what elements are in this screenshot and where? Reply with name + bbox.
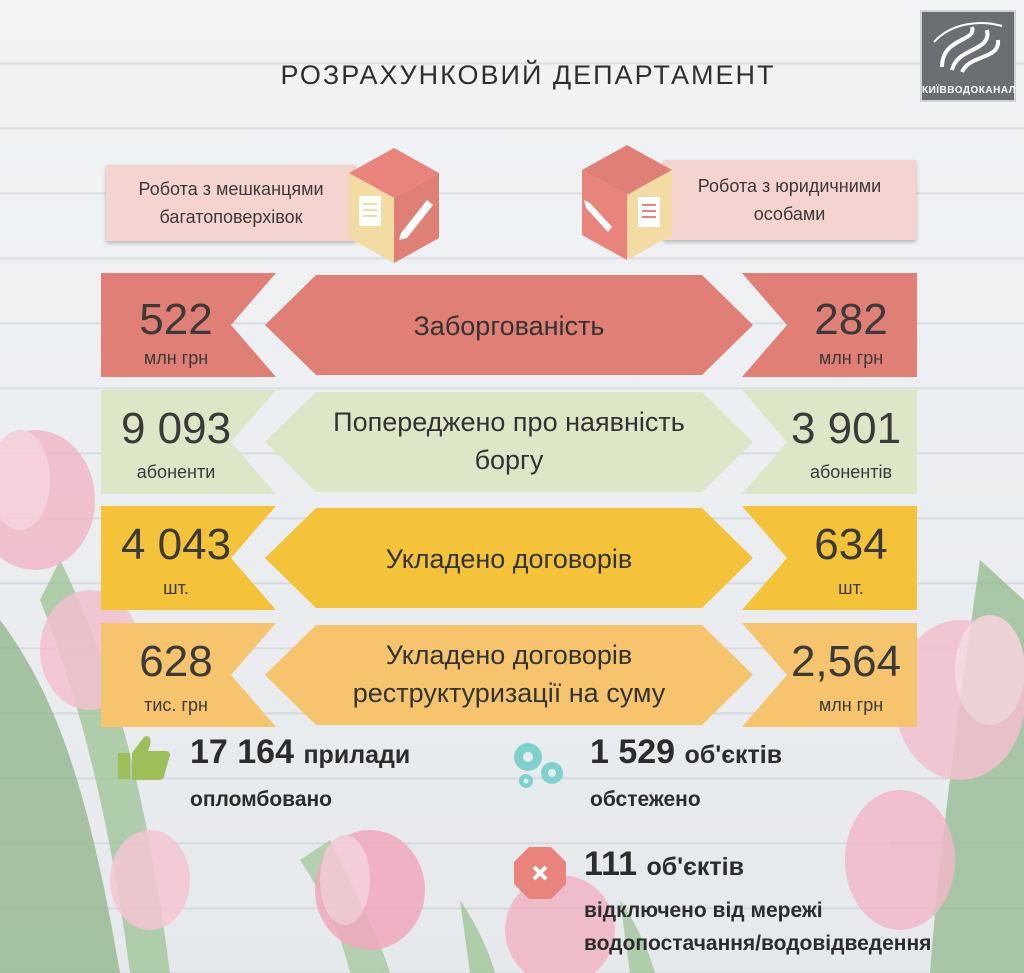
inspected-sub: обстежено — [590, 788, 701, 811]
row-restructuring: 628 тис. грн Укладено договорів реструкт… — [101, 623, 917, 727]
restructuring-label: Укладено договорів реструктуризації на с… — [352, 640, 666, 708]
gears-icon — [514, 743, 563, 788]
inspected-stat: 1 529 об'єктів — [590, 733, 782, 772]
debt-left-value: 522 — [139, 295, 213, 344]
row-warned-shape — [101, 390, 917, 494]
contracts-right-value: 634 — [814, 520, 888, 569]
inspected-number: 1 529 — [590, 733, 676, 771]
pencil-icon — [584, 200, 612, 232]
page-title: РОЗРАХУНКОВИЙ ДЕПАРТАМЕНТ — [280, 60, 776, 90]
disconnected-sub-2: водопостачання/водовідведення — [584, 932, 932, 955]
warned-label: Попереджено про наявність боргу — [333, 407, 685, 475]
inspected-word: об'єктів — [684, 741, 783, 769]
contracts-label: Укладено договорів — [385, 544, 633, 574]
category-residential: Робота з мешканцями багатоповерхівок — [106, 165, 356, 241]
debt-right-unit: млн грн — [818, 348, 884, 368]
sealed-sub: опломбовано — [190, 788, 333, 811]
stop-icon — [514, 847, 566, 899]
row-contracts-shape — [101, 506, 917, 610]
restructuring-left-unit: тис. грн — [144, 695, 208, 715]
sealed-stat: 17 164 прилади — [190, 733, 410, 772]
debt-label: Заборгованість — [413, 311, 605, 341]
cube-right — [582, 145, 672, 260]
restructuring-right-value: 2,564 — [790, 637, 902, 686]
thumbs-up-icon — [118, 736, 170, 780]
category-legal: Робота з юридичними особами — [663, 160, 916, 240]
contracts-left-value: 4 043 — [120, 520, 232, 569]
disconnected-number: 111 — [584, 845, 637, 883]
disconnected-stat: 111 об'єктів — [584, 845, 744, 884]
logo-text: КИЇВВОДОКАНАЛ — [922, 85, 1017, 96]
warned-right-unit: абонентів — [809, 462, 893, 482]
debt-right-value: 282 — [814, 295, 888, 344]
debt-left-unit: млн грн — [143, 348, 209, 368]
restructuring-left-value: 628 — [139, 637, 213, 686]
sealed-word: прилади — [303, 741, 411, 769]
row-warned: 9 093 абоненти Попереджено про наявність… — [101, 390, 917, 494]
pencil-icon — [399, 200, 433, 240]
warned-left-value: 9 093 — [120, 404, 232, 453]
contracts-right-unit: шт. — [838, 578, 864, 598]
disconnected-sub-1: відключено від мережі — [584, 899, 823, 922]
contracts-left-unit: шт. — [163, 578, 189, 598]
row-contracts: 4 043 шт. Укладено договорів 634 шт. — [101, 506, 917, 610]
warned-right-value: 3 901 — [790, 404, 902, 453]
company-logo: КИЇВВОДОКАНАЛ — [920, 10, 1016, 102]
row-debt: 522 млн грн Заборгованість 282 млн грн — [101, 273, 917, 377]
row-restructuring-shape — [101, 623, 917, 727]
row-debt-shape — [101, 273, 917, 377]
sealed-number: 17 164 — [190, 733, 294, 771]
document-icon — [638, 197, 660, 227]
warned-left-unit: абоненти — [136, 462, 216, 482]
category-legal-label: Робота з юридичними особами — [697, 176, 882, 224]
document-icon — [359, 196, 381, 226]
cube-left — [349, 148, 439, 263]
logo-emblem-icon — [933, 22, 1003, 74]
disconnected-word: об'єктів — [646, 853, 744, 881]
category-residential-label: Робота з мешканцями багатоповерхівок — [138, 179, 324, 227]
restructuring-right-unit: млн грн — [818, 695, 884, 715]
